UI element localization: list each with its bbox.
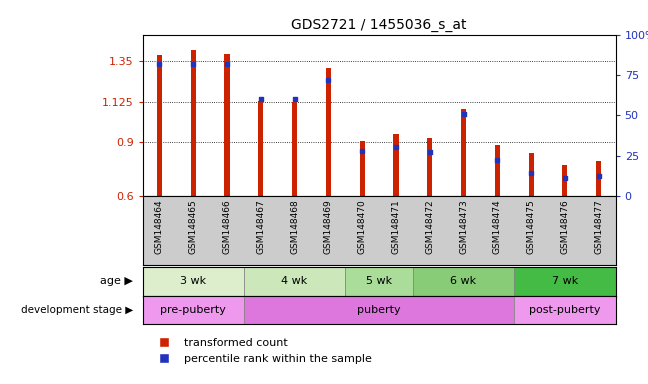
Bar xyxy=(529,153,534,196)
Text: GSM148476: GSM148476 xyxy=(561,199,570,254)
Bar xyxy=(495,145,500,196)
Text: GSM148464: GSM148464 xyxy=(155,199,164,254)
Point xyxy=(594,174,604,180)
Bar xyxy=(292,102,297,196)
Point xyxy=(256,96,266,102)
Text: GSM148469: GSM148469 xyxy=(324,199,333,254)
Text: age ▶: age ▶ xyxy=(100,276,133,286)
Bar xyxy=(244,296,515,324)
Title: GDS2721 / 1455036_s_at: GDS2721 / 1455036_s_at xyxy=(292,18,467,32)
Text: 6 wk: 6 wk xyxy=(450,276,477,286)
Point xyxy=(391,144,401,151)
Point xyxy=(458,111,469,117)
Point xyxy=(526,170,537,176)
Point xyxy=(290,96,300,102)
Bar xyxy=(345,267,413,296)
Bar xyxy=(596,161,601,196)
Bar xyxy=(515,267,616,296)
Bar xyxy=(244,267,345,296)
Text: GSM148468: GSM148468 xyxy=(290,199,299,254)
Bar xyxy=(461,109,466,196)
Text: GSM148465: GSM148465 xyxy=(189,199,198,254)
Text: GSM148467: GSM148467 xyxy=(257,199,265,254)
Text: 4 wk: 4 wk xyxy=(281,276,308,286)
Bar xyxy=(259,101,263,196)
Bar xyxy=(143,267,244,296)
Text: GSM148475: GSM148475 xyxy=(527,199,536,254)
Point xyxy=(222,61,232,67)
Text: GSM148474: GSM148474 xyxy=(493,199,502,254)
Bar xyxy=(224,54,229,196)
Text: pre-puberty: pre-puberty xyxy=(160,305,226,315)
Point xyxy=(323,77,334,83)
Bar xyxy=(157,55,162,196)
Point xyxy=(154,61,165,67)
Point xyxy=(560,175,570,181)
Point xyxy=(357,147,367,154)
Bar xyxy=(427,139,432,196)
Text: 3 wk: 3 wk xyxy=(180,276,206,286)
Bar xyxy=(191,50,196,196)
Text: GSM148470: GSM148470 xyxy=(358,199,367,254)
Bar xyxy=(393,134,399,196)
Point xyxy=(188,61,198,67)
Legend: transformed count, percentile rank within the sample: transformed count, percentile rank withi… xyxy=(148,334,376,368)
Text: 5 wk: 5 wk xyxy=(366,276,392,286)
Text: GSM148473: GSM148473 xyxy=(459,199,468,254)
Text: development stage ▶: development stage ▶ xyxy=(21,305,133,315)
Text: GSM148471: GSM148471 xyxy=(391,199,400,254)
Bar xyxy=(413,267,515,296)
Point xyxy=(492,157,503,164)
Bar xyxy=(515,296,616,324)
Bar xyxy=(143,296,244,324)
Text: puberty: puberty xyxy=(357,305,401,315)
Text: GSM148477: GSM148477 xyxy=(594,199,603,254)
Text: 7 wk: 7 wk xyxy=(552,276,578,286)
Text: GSM148466: GSM148466 xyxy=(222,199,231,254)
Bar xyxy=(360,141,365,196)
Text: post-puberty: post-puberty xyxy=(529,305,601,315)
Text: GSM148472: GSM148472 xyxy=(425,199,434,254)
Bar xyxy=(326,68,331,196)
Bar xyxy=(562,166,568,196)
Point xyxy=(424,149,435,156)
